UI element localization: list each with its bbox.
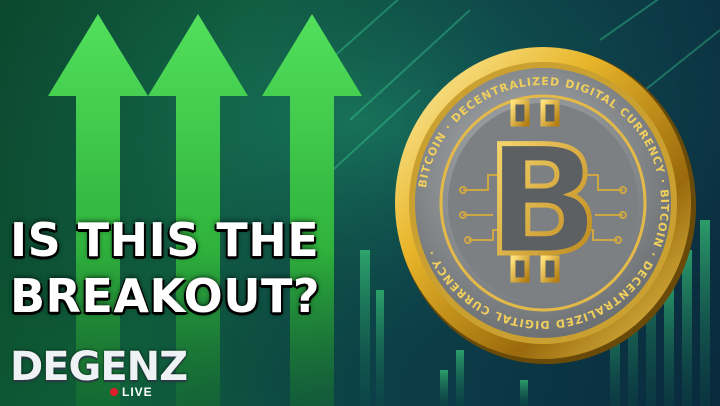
up-arrow-icon	[262, 14, 362, 406]
logo-wordmark: DEGENZ	[10, 344, 188, 390]
headline-line-2: BREAKOUT?	[10, 269, 321, 323]
up-arrow-icon	[48, 14, 148, 406]
live-dot-icon	[110, 388, 118, 396]
degenz-live-logo: DEGENZ LIVE	[10, 345, 200, 401]
up-arrow-icon	[148, 14, 248, 406]
headline: IS THIS THE BREAKOUT?	[10, 212, 430, 324]
bitcoin-coin-icon: BITCOIN · DECENTRALIZED DIGITAL CURRENCY…	[395, 47, 696, 364]
headline-line-1: IS THIS THE	[10, 213, 320, 267]
logo-live-label: LIVE	[122, 385, 153, 399]
